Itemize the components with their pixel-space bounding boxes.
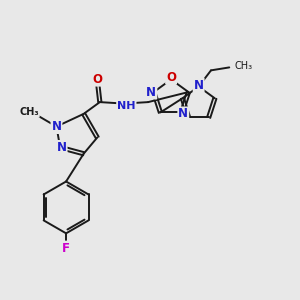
- Text: F: F: [62, 242, 70, 254]
- Text: O: O: [92, 73, 103, 85]
- Text: N: N: [178, 107, 188, 120]
- Text: N: N: [146, 85, 156, 98]
- Text: CH₃: CH₃: [235, 61, 253, 71]
- Text: N: N: [52, 120, 61, 133]
- Text: CH₃: CH₃: [19, 107, 39, 117]
- Text: NH: NH: [117, 101, 136, 111]
- Text: N: N: [57, 141, 67, 154]
- Text: O: O: [166, 70, 176, 84]
- Text: N: N: [194, 79, 204, 92]
